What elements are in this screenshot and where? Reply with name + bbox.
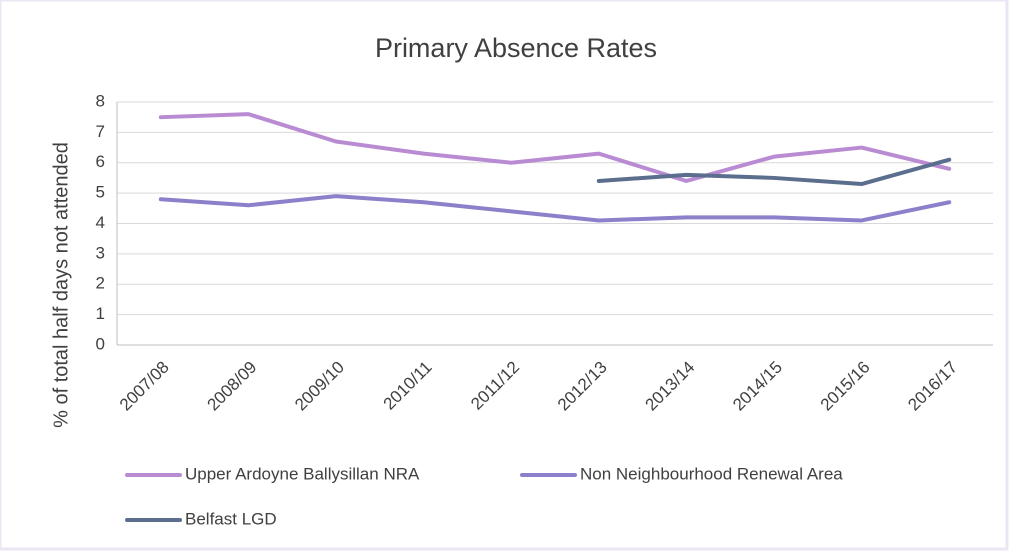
chart-title: Primary Absence Rates bbox=[375, 33, 657, 63]
y-tick-label: 0 bbox=[96, 334, 105, 353]
series-line bbox=[158, 194, 952, 223]
y-tick-label: 4 bbox=[96, 213, 105, 232]
y-tick-label: 8 bbox=[96, 91, 105, 110]
legend-label: Non Neighbourhood Renewal Area bbox=[580, 464, 843, 483]
legend-label: Belfast LGD bbox=[185, 509, 277, 528]
series-line bbox=[596, 157, 952, 187]
y-tick-label: 3 bbox=[96, 243, 105, 262]
y-tick-label: 1 bbox=[96, 304, 105, 323]
y-axis-title: % of total half days not attended bbox=[50, 142, 72, 428]
series-line bbox=[158, 112, 952, 183]
y-tick-label: 2 bbox=[96, 274, 105, 293]
legend-label: Upper Ardoyne Ballysillan NRA bbox=[185, 464, 420, 483]
y-tick-label: 6 bbox=[96, 152, 105, 171]
y-tick-label: 5 bbox=[96, 183, 105, 202]
y-tick-label: 7 bbox=[96, 122, 105, 141]
